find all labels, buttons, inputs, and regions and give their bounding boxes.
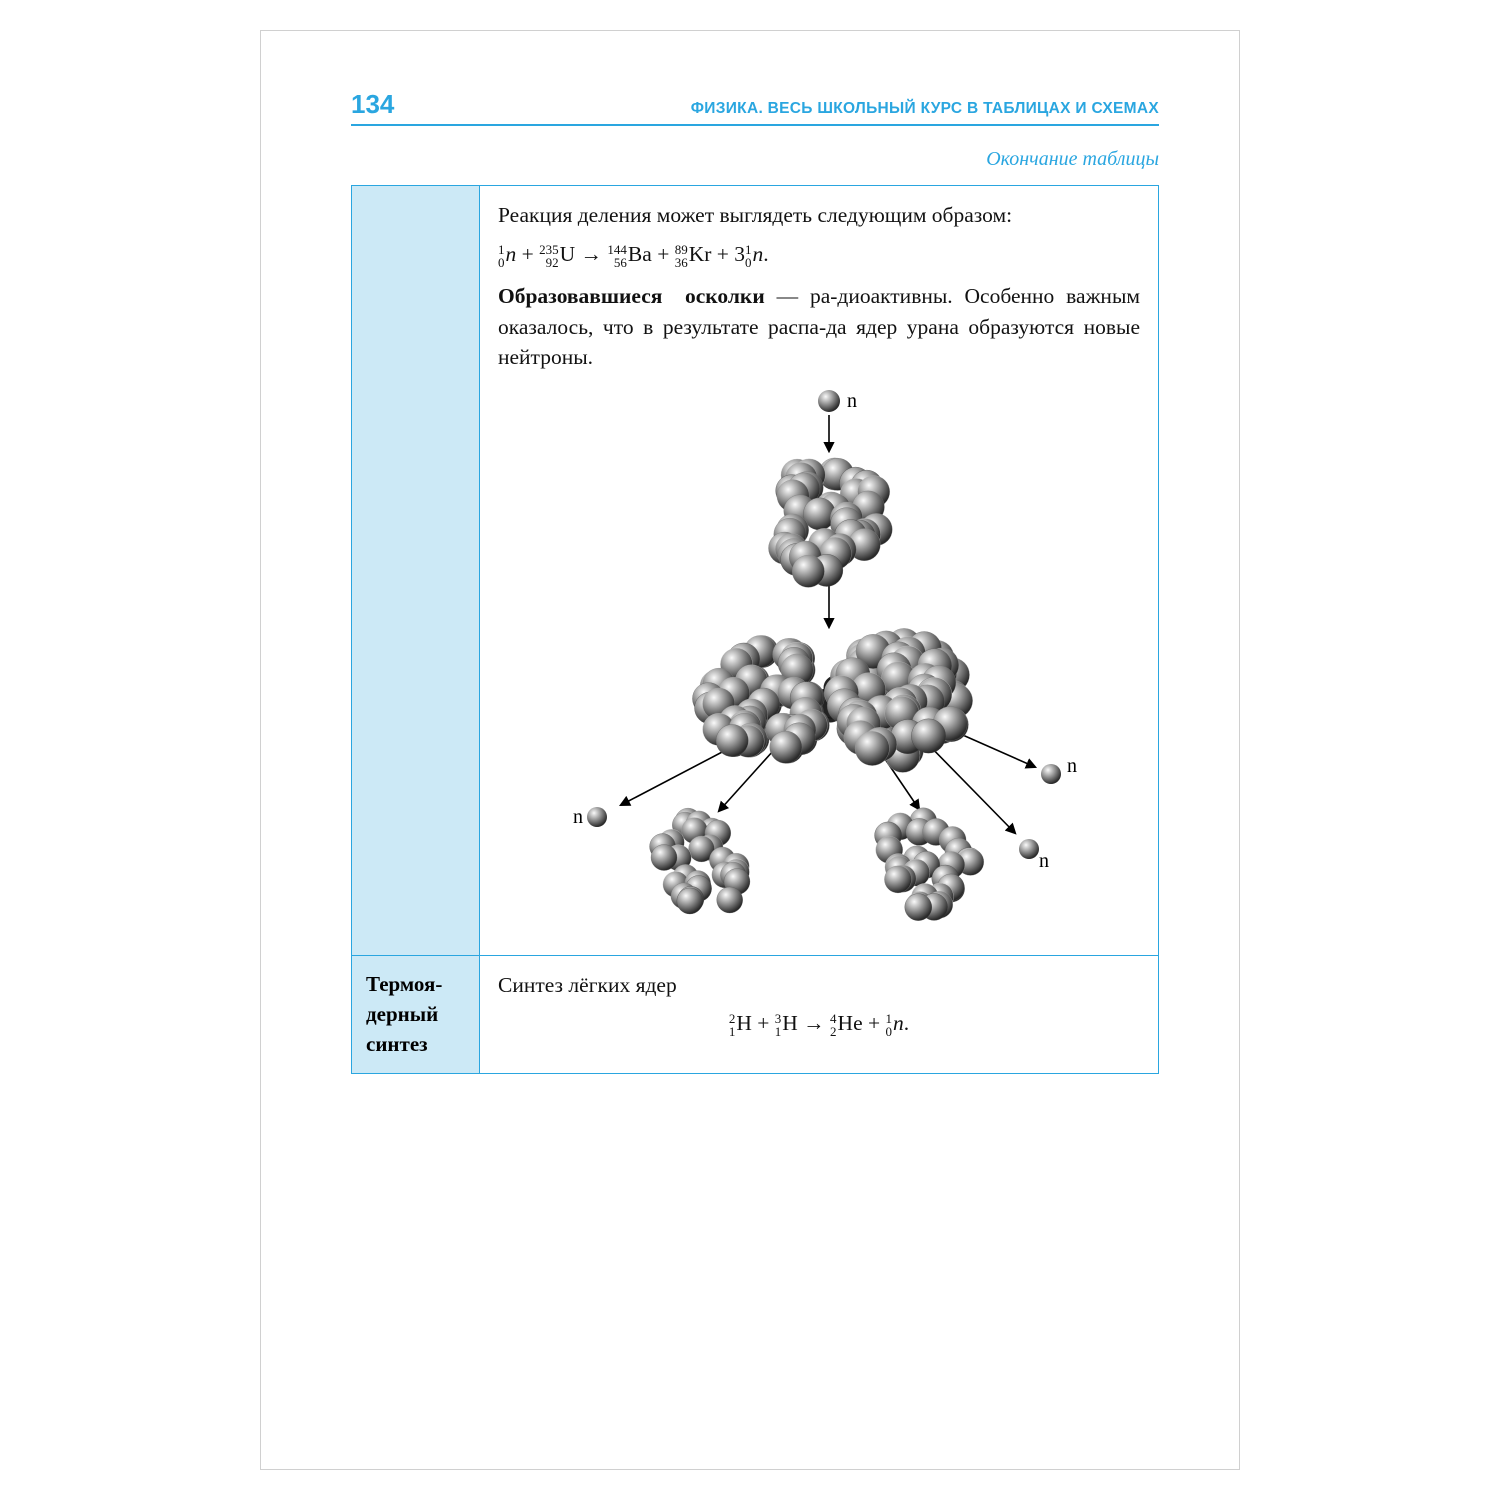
book-title: ФИЗИКА. ВЕСЬ ШКОЛЬНЫЙ КУРС В ТАБЛИЦАХ И …	[691, 100, 1159, 118]
table-continuation-note: Окончание таблицы	[351, 148, 1159, 171]
fission-intro: Реакция деления может выглядеть следующи…	[498, 200, 1140, 231]
svg-text:n: n	[1067, 755, 1077, 777]
fission-diagram: n n n n	[498, 379, 1140, 939]
svg-text:n: n	[1039, 850, 1049, 872]
table-row: Термоя-дерныйсинтез Синтез лёгких ядер 2…	[352, 955, 1159, 1073]
page-number: 134	[351, 89, 394, 120]
row1-sidebar	[352, 186, 480, 956]
bold-lead: Образовавшиеся осколки	[498, 284, 765, 308]
fusion-intro: Синтез лёгких ядер	[498, 970, 1140, 1001]
row1-content: Реакция деления может выглядеть следующи…	[480, 186, 1159, 956]
dash: —	[765, 284, 810, 308]
fission-equation: 10n + 23592U → 14456Ba + 8936Kr + 310n.	[498, 239, 1140, 270]
table-row: Реакция деления может выглядеть следующи…	[352, 186, 1159, 956]
svg-text:n: n	[847, 390, 857, 412]
fission-paragraph: Образовавшиеся осколки — ра-диоактивны. …	[498, 281, 1140, 373]
svg-text:n: n	[573, 806, 583, 828]
page-header: 134 ФИЗИКА. ВЕСЬ ШКОЛЬНЫЙ КУРС В ТАБЛИЦА…	[351, 89, 1159, 126]
row2-content: Синтез лёгких ядер 21H + 31H → 42He + 10…	[480, 955, 1159, 1073]
textbook-page: 134 ФИЗИКА. ВЕСЬ ШКОЛЬНЫЙ КУРС В ТАБЛИЦА…	[260, 30, 1240, 1470]
content-table: Реакция деления может выглядеть следующи…	[351, 185, 1159, 1074]
fusion-equation: 21H + 31H → 42He + 10n.	[498, 1008, 1140, 1039]
row2-sidebar: Термоя-дерныйсинтез	[352, 955, 480, 1073]
